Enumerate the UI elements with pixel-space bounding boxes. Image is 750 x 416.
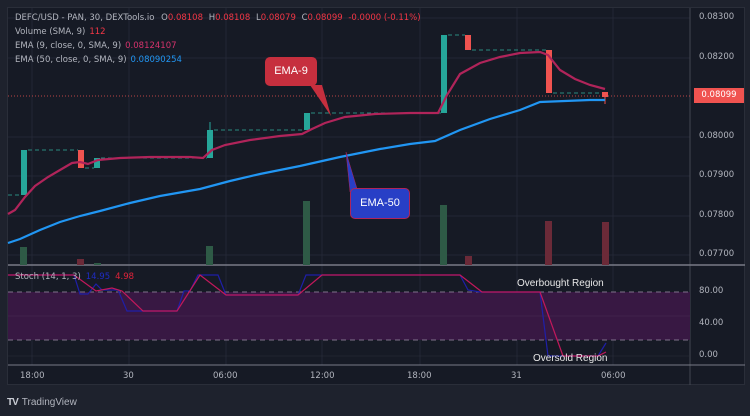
- stoch-tick: 0.00: [699, 350, 718, 360]
- stoch-d-value: 4.98: [115, 272, 135, 282]
- ema9-line: [7, 50, 606, 215]
- overbought-label: Overbought Region: [517, 278, 604, 289]
- time-tick: 06:00: [213, 371, 238, 381]
- time-tick: 18:00: [407, 371, 432, 381]
- stoch-d-line: [8, 274, 607, 357]
- price-tick: 0.08200: [699, 52, 735, 62]
- tradingview-logo-icon: TV: [7, 397, 19, 408]
- ema50-legend[interactable]: EMA (50, close, 0, SMA, 9) 0.08090254: [15, 55, 182, 65]
- ema50-line: [7, 98, 605, 245]
- symbol-legend[interactable]: DEFC/USD - PAN, 30, DEXTools.io O0.08108…: [15, 13, 421, 23]
- tradingview-logo[interactable]: TV TradingView: [7, 397, 77, 408]
- price-tick: 0.08300: [699, 12, 735, 22]
- ema9-value: 0.08124107: [125, 41, 177, 51]
- time-tick: 18:00: [20, 371, 45, 381]
- price-tick: 0.07800: [699, 210, 735, 220]
- ema50-annotation: EMA-50: [350, 188, 410, 219]
- ema9-annotation: EMA-9: [265, 57, 317, 86]
- time-tick: 31: [511, 371, 522, 381]
- close-label: C: [301, 13, 308, 23]
- close-value: 0.08099: [307, 13, 343, 23]
- change-value: -0.0000 (-0.11%): [348, 13, 421, 23]
- stoch-legend[interactable]: Stoch (14, 1, 3) 14.95 4.98: [15, 272, 134, 282]
- time-tick: 30: [123, 371, 134, 381]
- ema50-value: 0.08090254: [130, 55, 182, 65]
- current-price-tag: 0.08099: [694, 88, 744, 103]
- time-tick: 12:00: [310, 371, 335, 381]
- low-label: L: [255, 13, 261, 23]
- volume-legend[interactable]: Volume (SMA, 9) 112: [15, 27, 106, 37]
- candles: [21, 35, 608, 195]
- price-tick: 0.07700: [699, 249, 735, 259]
- high-value: 0.08108: [215, 13, 251, 23]
- ema9-label: EMA (9, close, 0, SMA, 9): [15, 41, 122, 51]
- price-tick: 0.07900: [699, 170, 735, 180]
- stoch-tick: 40.00: [699, 318, 724, 328]
- stoch-label: Stoch (14, 1, 3): [15, 272, 81, 282]
- open-label: O: [161, 13, 168, 23]
- symbol-title: DEFC/USD - PAN, 30, DEXTools.io: [15, 13, 155, 23]
- volume-value: 112: [89, 27, 106, 37]
- tradingview-logo-text: TradingView: [21, 397, 77, 408]
- low-value: 0.08079: [260, 13, 296, 23]
- high-label: H: [208, 13, 216, 23]
- volume-label: Volume (SMA, 9): [15, 27, 86, 37]
- open-value: 0.08108: [167, 13, 203, 23]
- oversold-label: Oversold Region: [533, 353, 608, 364]
- stoch-tick: 80.00: [699, 286, 724, 296]
- volume-bars: [20, 201, 609, 265]
- price-tick: 0.08000: [699, 131, 735, 141]
- ema50-label: EMA (50, close, 0, SMA, 9): [15, 55, 127, 65]
- stoch-k-value: 14.95: [85, 272, 111, 282]
- ema9-legend[interactable]: EMA (9, close, 0, SMA, 9) 0.08124107: [15, 41, 177, 51]
- time-tick: 06:00: [601, 371, 626, 381]
